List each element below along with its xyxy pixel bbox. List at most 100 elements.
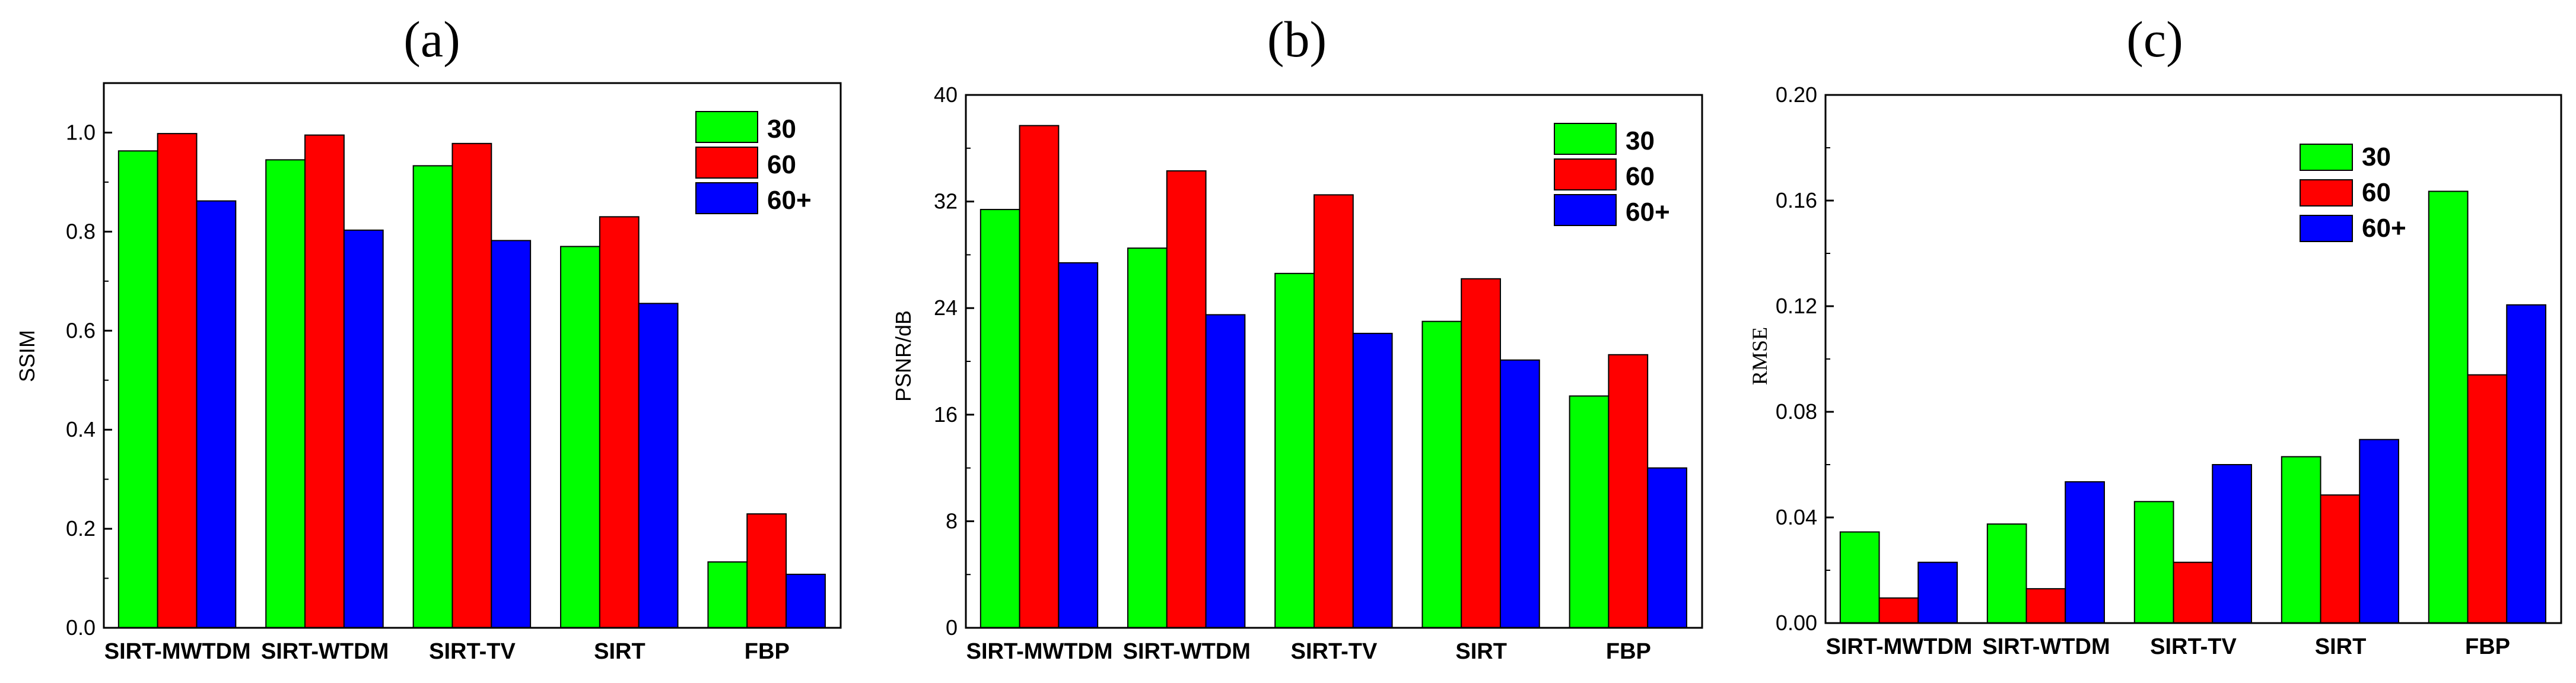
plot-frame [103,82,842,629]
legend-swatch [2300,179,2353,207]
bar-sirt-30 [2281,456,2321,624]
x-category-label: SIRT-WTDM [261,639,389,664]
legend-swatch [695,147,758,179]
bar-fbp-60plus [2506,304,2546,624]
bar-sirt-tv-30 [412,165,453,628]
y-axis-label: SSIM [15,330,39,382]
bar-sirt-tv-60plus [2212,464,2252,624]
legend-swatch [695,182,758,214]
bar-sirt-wtdm-30 [265,159,306,628]
bar-sirt-wtdm-60plus [2065,481,2105,624]
bar-sirt-mwtdm-60 [1878,597,1919,624]
y-tick-label: 32 [934,189,958,214]
y-tick-label: 40 [934,82,958,107]
bar-sirt-wtdm-60 [1166,170,1207,628]
x-category-label: SIRT-MWTDM [104,639,251,664]
panel-title: (a) [403,11,460,68]
bar-sirt-mwtdm-60plus [1058,262,1099,628]
bar-sirt-tv-30 [1274,272,1315,628]
bar-sirt-mwtdm-30 [979,209,1020,628]
y-axis-label: PSNR/dB [891,310,915,402]
chart-panel-1: (a) 0.0 0.2 0.4 0.6 0.8 1.0 SIRT-MWTDM SIRT-WTDM… [15,11,842,664]
bar-fbp-30 [2428,190,2469,624]
panel-title: (b) [1267,11,1327,68]
y-tick-label: 0.8 [66,219,96,243]
chart-panel-3: (c) 0.00 0.04 0.08 0.12 0.16 0.20 SIRT-MWTDM SIR… [1748,11,2562,659]
bar-sirt-wtdm-60plus [1205,314,1246,628]
x-category-label: SIRT [1455,639,1507,664]
bar-sirt-60 [2320,494,2361,624]
bar-sirt-mwtdm-30 [1839,531,1880,624]
bar-sirt-mwtdm-30 [117,150,158,629]
bar-fbp-30 [707,561,748,628]
bar-sirt-mwtdm-60 [157,133,198,628]
bar-sirt-wtdm-60 [2025,588,2066,624]
legend-label: 30 [2362,142,2391,171]
bar-sirt-60plus [638,303,679,628]
x-category-label: SIRT [594,639,645,664]
chart-panel-2: (b) 0 8 16 24 32 40 SIRT-MWTDM SIRT-WTDM SIRT-TV S… [891,11,1703,664]
legend-label: 60+ [1626,198,1670,227]
x-category-label: SIRT-TV [429,639,516,664]
y-tick-label: 0 [946,615,958,640]
legend-label: 60 [1626,162,1655,191]
bar-sirt-60 [1461,278,1501,628]
x-category-label: SIRT-MWTDM [966,639,1113,664]
x-category-label: FBP [2465,634,2510,659]
bar-fbp-60 [1608,354,1649,629]
bar-sirt-60plus [1499,359,1540,628]
bar-sirt-wtdm-60 [304,134,345,629]
bar-sirt-tv-60 [1313,194,1354,628]
y-tick-label: 1.0 [66,120,96,144]
bar-fbp-60plus [785,573,826,628]
legend-swatch [2300,215,2353,242]
legend-label: 60 [2362,178,2391,207]
legend-label: 60 [767,150,796,179]
x-category-label: SIRT-TV [2150,634,2237,659]
y-tick-label: 16 [934,402,958,427]
x-category-label: FBP [745,639,790,664]
bar-sirt-tv-60 [451,142,492,628]
bar-sirt-wtdm-60plus [343,229,384,628]
legend-swatch [1554,158,1617,190]
bar-sirt-tv-30 [2133,501,2174,624]
y-tick-label: 0.16 [1776,188,1817,212]
legend-swatch [2300,144,2353,171]
bar-sirt-wtdm-30 [1986,523,2027,624]
legend-swatch [1554,194,1617,226]
bar-sirt-wtdm-30 [1127,247,1168,628]
y-tick-label: 0.6 [66,318,96,342]
bar-sirt-mwtdm-60plus [1917,561,1958,624]
y-tick-label: 24 [934,296,958,320]
bar-sirt-30 [560,246,600,628]
bar-sirt-tv-60plus [491,240,532,629]
bar-sirt-mwtdm-60 [1019,125,1060,628]
legend-label: 30 [1626,126,1655,155]
legend-swatch [1554,123,1617,155]
y-tick-label: 0.04 [1776,505,1817,529]
x-category-label: SIRT-WTDM [1123,639,1251,664]
y-tick-label: 0.20 [1776,82,1817,107]
x-category-label: SIRT-MWTDM [1826,634,1973,659]
legend-label: 30 [767,115,796,144]
y-tick-label: 0.00 [1776,611,1817,635]
x-category-label: SIRT [2315,634,2367,659]
x-category-label: SIRT-TV [1291,639,1378,664]
y-tick-label: 8 [946,509,958,533]
bar-sirt-30 [1421,320,1462,628]
bar-sirt-60 [599,216,640,628]
bar-fbp-60 [746,513,787,629]
bar-sirt-60plus [2359,439,2399,624]
y-tick-label: 0.12 [1776,294,1817,318]
y-tick-label: 0.2 [66,516,96,541]
bar-sirt-mwtdm-60plus [196,200,237,628]
bar-sirt-tv-60plus [1352,332,1393,628]
x-category-label: FBP [1606,639,1651,664]
bar-sirt-tv-60 [2173,561,2214,624]
bar-fbp-60 [2467,374,2508,624]
panel-title: (c) [2126,11,2183,68]
x-category-label: SIRT-WTDM [1982,634,2110,659]
y-tick-label: 0.08 [1776,399,1817,424]
